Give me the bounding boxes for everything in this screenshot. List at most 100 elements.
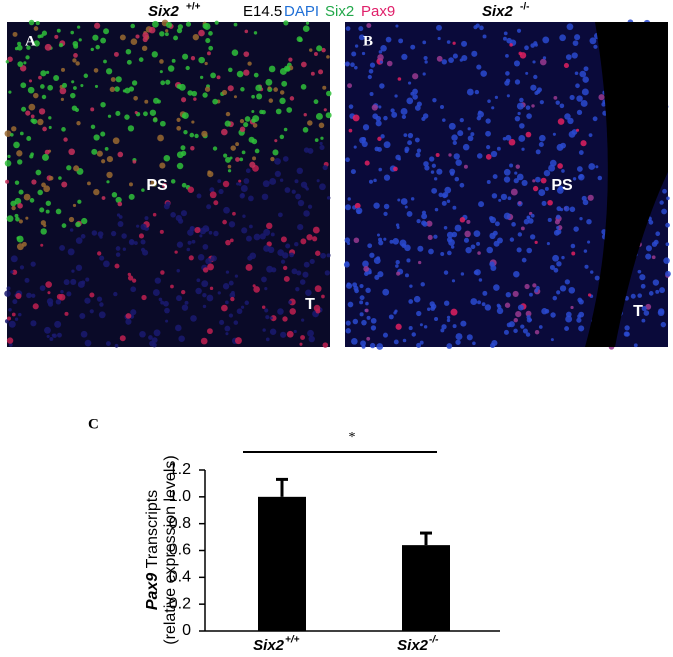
cell [152, 289, 160, 297]
cell [448, 122, 456, 130]
cell [182, 112, 189, 119]
cell [23, 61, 27, 65]
cell [80, 330, 88, 338]
cell [26, 45, 31, 50]
cell [436, 168, 443, 175]
cell [393, 166, 398, 172]
cell [11, 126, 17, 132]
cell [75, 264, 83, 271]
cell [5, 60, 10, 64]
y-label-text: Transcripts [144, 490, 161, 569]
cell [12, 31, 18, 37]
cell [60, 290, 64, 294]
cell [574, 34, 581, 41]
cell [378, 50, 383, 54]
cell [185, 65, 190, 71]
cell [505, 134, 512, 141]
cell [358, 26, 364, 32]
cell [124, 87, 131, 94]
cell [17, 61, 24, 67]
cell [446, 237, 453, 243]
cell [251, 109, 255, 114]
cell [16, 243, 24, 251]
cell [645, 245, 652, 252]
cell [529, 234, 536, 240]
cell [309, 258, 315, 265]
cell [487, 99, 491, 103]
cell [503, 168, 511, 176]
cell [598, 94, 605, 101]
cell [535, 89, 541, 94]
cell [259, 109, 264, 115]
cell [383, 174, 391, 181]
cell [379, 60, 383, 64]
cell [450, 245, 455, 249]
cell [206, 328, 213, 335]
cell [18, 219, 23, 224]
cell [159, 31, 165, 37]
cell [47, 291, 51, 295]
cell [40, 220, 46, 226]
cell [572, 177, 577, 181]
cell [307, 329, 314, 337]
cell [176, 125, 182, 131]
cell [209, 286, 214, 291]
cell [8, 307, 12, 312]
cell [266, 265, 274, 273]
cell [316, 179, 320, 183]
cell [93, 68, 99, 73]
cell [244, 300, 250, 306]
cell [578, 173, 585, 181]
cell [176, 268, 180, 273]
cell [31, 179, 37, 185]
cell [218, 188, 224, 195]
cell [424, 60, 428, 64]
cell [351, 51, 357, 57]
cell [651, 255, 656, 260]
cell [379, 83, 385, 89]
cell [148, 26, 156, 34]
cell [418, 260, 422, 265]
cell [509, 43, 513, 47]
cell [513, 60, 520, 67]
cell [207, 51, 211, 56]
cell [243, 51, 250, 58]
cell [4, 159, 12, 167]
cell [144, 99, 149, 104]
cell [561, 255, 565, 260]
cell [423, 325, 428, 329]
cell [95, 44, 100, 50]
cell [366, 315, 371, 320]
cell [597, 175, 603, 181]
cell [431, 187, 438, 194]
cell [37, 189, 43, 196]
cell [127, 272, 132, 277]
cell [235, 142, 240, 147]
cell [12, 299, 18, 305]
cell [641, 305, 647, 312]
cell [32, 303, 39, 310]
cell [383, 211, 388, 216]
cell [466, 219, 471, 224]
cell [553, 267, 559, 273]
cell [396, 271, 401, 276]
cell [70, 278, 77, 285]
cell [140, 239, 146, 245]
cell [73, 86, 77, 90]
cell [17, 41, 22, 46]
cell [470, 244, 476, 250]
cell [213, 200, 219, 206]
cell [25, 216, 29, 220]
cell [128, 238, 135, 245]
cell [568, 130, 576, 138]
cell [217, 291, 221, 295]
cell [410, 44, 416, 50]
cell [429, 301, 435, 307]
cell [8, 342, 13, 347]
cell [240, 185, 248, 192]
cell [578, 311, 585, 318]
cell [25, 110, 31, 116]
cell [61, 223, 67, 228]
cell [103, 28, 110, 35]
cell [110, 230, 117, 237]
